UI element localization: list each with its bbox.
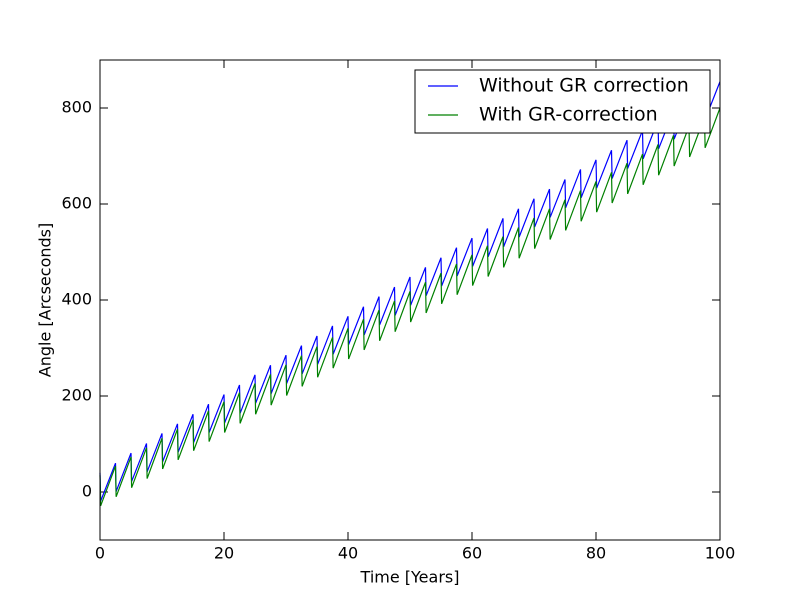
- y-axis-label: Angle [Arcseconds]: [36, 223, 55, 377]
- plot-frame: [99, 59, 721, 541]
- x-tick-label: 60: [462, 544, 482, 563]
- y-tick-label: 200: [61, 386, 92, 405]
- x-tick-label: 40: [338, 544, 358, 563]
- x-axis-label: Time [Years]: [360, 568, 460, 587]
- y-tick-label: 400: [61, 290, 92, 309]
- data-line: [99, 107, 721, 507]
- x-tick-label: 80: [586, 544, 606, 563]
- x-tick-label: 20: [214, 544, 234, 563]
- y-tick-label: 800: [61, 98, 92, 117]
- data-line: [99, 81, 721, 502]
- legend-label: Without GR correction: [479, 75, 689, 97]
- legend-box: [414, 69, 711, 134]
- y-tick-label: 600: [61, 194, 92, 213]
- y-tick-label: 0: [82, 482, 92, 501]
- legend-label: With GR-correction: [479, 104, 658, 126]
- x-tick-label: 0: [95, 544, 105, 563]
- x-tick-label: 100: [705, 544, 736, 563]
